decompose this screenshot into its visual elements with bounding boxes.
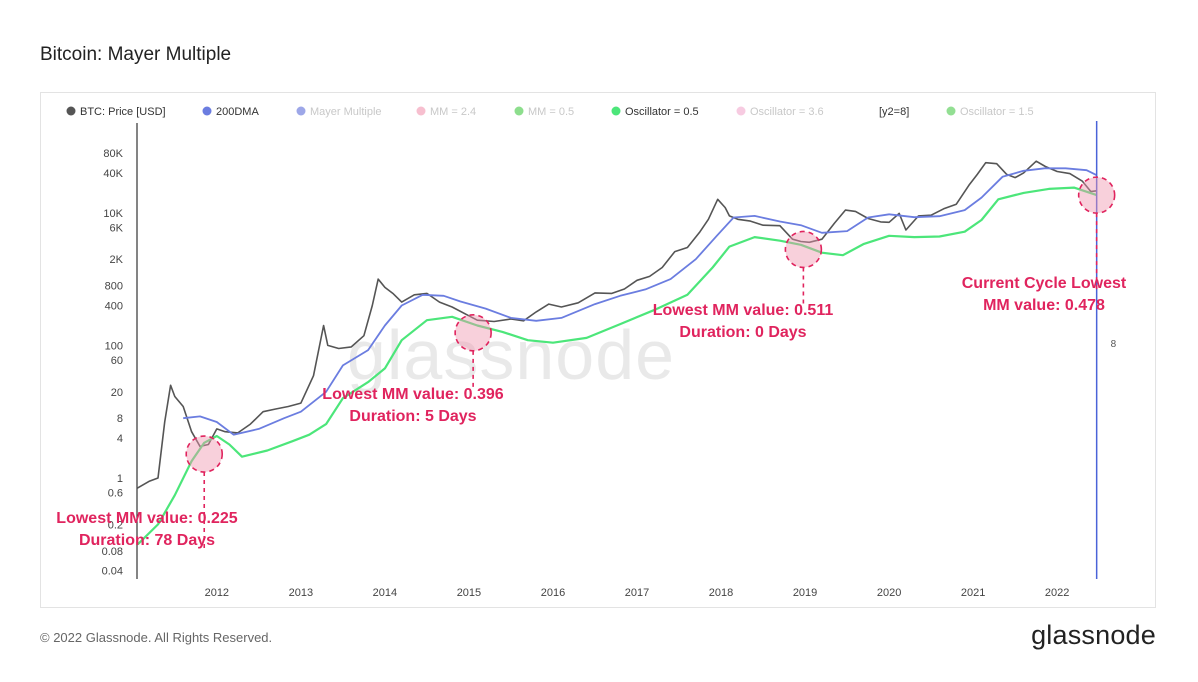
series-200dma — [183, 167, 1098, 436]
annotation-label-line2: Duration: 78 Days — [79, 532, 215, 549]
y-tick-label: 8 — [117, 413, 123, 425]
annotation-marker[interactable]: Lowest MM value: 0.511 Duration: 0 Days — [653, 230, 834, 341]
annotation-marker[interactable]: Current Cycle Lowest MM value: 0.478 — [962, 176, 1127, 314]
y-tick-label: 60 — [111, 355, 123, 367]
legend-label: Oscillator = 0.5 — [625, 106, 699, 118]
legend-label: MM = 0.5 — [528, 106, 574, 118]
chart-panel: BTC: Price [USD] 200DMA Mayer Multiple MM =… — [40, 92, 1156, 608]
y-tick-label: 10K — [103, 208, 123, 220]
legend-item[interactable]: MM = 2.4 — [416, 106, 477, 118]
y-tick-label: 0.04 — [102, 566, 123, 578]
y-tick-label: 0.08 — [102, 546, 123, 558]
y-tick-label: 0.2 — [108, 519, 123, 531]
legend-item[interactable]: Oscillator = 3.6 — [736, 106, 824, 118]
legend-item[interactable]: [y2=8] — [879, 106, 909, 118]
legend-dot-icon — [736, 106, 746, 116]
legend-dot-icon — [296, 106, 306, 116]
y-tick-label: 2K — [110, 254, 124, 266]
legend-label: [y2=8] — [879, 106, 909, 118]
legend-item[interactable]: Oscillator = 1.5 — [946, 106, 1034, 118]
x-tick-label: 2014 — [373, 587, 397, 599]
y2-axis-label: 8 — [1111, 339, 1117, 350]
x-tick-label: 2013 — [289, 587, 313, 599]
legend-label: Oscillator = 1.5 — [960, 106, 1034, 118]
y-axis: 80K 40K 10K 6K 2K 800 400 100 60 20 8 4 1 0.6 0.2 0.08 0… — [102, 123, 138, 579]
annotation-circle — [1077, 176, 1116, 214]
annotation-marker[interactable]: Lowest MM value: 0.396 Duration: 5 Days — [322, 314, 504, 425]
y-tick-label: 40K — [103, 168, 123, 180]
legend-label: Oscillator = 3.6 — [750, 106, 824, 118]
y-tick-label: 100 — [105, 340, 123, 352]
legend-dot-icon — [416, 106, 426, 116]
legend-item[interactable]: Oscillator = 0.5 — [611, 106, 699, 118]
legend-label: MM = 2.4 — [430, 106, 476, 118]
y-tick-label: 1 — [117, 473, 123, 485]
chart-title: Bitcoin: Mayer Multiple — [40, 44, 232, 65]
legend-item[interactable]: 200DMA — [202, 106, 260, 118]
y-tick-label: 80K — [103, 148, 123, 160]
x-tick-label: 2021 — [961, 587, 985, 599]
legend-label: Mayer Multiple — [310, 106, 382, 118]
legend-dot-icon — [611, 106, 621, 116]
annotation-label-line2: Duration: 5 Days — [349, 408, 476, 425]
series-oscillator-0-5 — [137, 186, 1098, 546]
annotation-circle — [784, 230, 823, 269]
x-tick-label: 2018 — [709, 587, 733, 599]
y-tick-label: 4 — [117, 433, 123, 445]
annotation-label-line2: Duration: 0 Days — [679, 324, 806, 341]
x-tick-label: 2016 — [541, 587, 565, 599]
chart-svg[interactable]: BTC: Price [USD] 200DMA Mayer Multiple MM =… — [41, 93, 1155, 607]
legend-item[interactable]: BTC: Price [USD] — [66, 106, 166, 118]
x-axis: 2012 2013 2014 2015 2016 2017 2018 2019 2020 2021… — [205, 587, 1070, 599]
annotation-circle — [454, 314, 492, 352]
annotation-label-line1: Lowest MM value: 0.511 — [653, 302, 834, 319]
legend: BTC: Price [USD] 200DMA Mayer Multiple MM =… — [66, 106, 1034, 118]
x-tick-label: 2022 — [1045, 587, 1069, 599]
x-tick-label: 2020 — [877, 587, 901, 599]
x-tick-label: 2012 — [205, 587, 229, 599]
annotation-marker[interactable]: Lowest MM value: 0.225 Duration: 78 Days — [56, 435, 238, 553]
legend-label: BTC: Price [USD] — [80, 106, 166, 118]
series-btc-price-usd — [136, 160, 1097, 489]
annotation-label-line1: Current Cycle Lowest — [962, 275, 1127, 292]
y-tick-label: 800 — [105, 281, 123, 293]
legend-dot-icon — [202, 106, 212, 116]
series-group: 8 — [136, 121, 1117, 579]
annotation-circle — [185, 435, 224, 473]
watermark: glassnode — [347, 316, 675, 394]
glassnode-logo[interactable]: glassnode — [1031, 620, 1156, 650]
y-tick-label: 20 — [111, 387, 123, 399]
legend-dot-icon — [66, 106, 76, 116]
x-tick-label: 2015 — [457, 587, 481, 599]
annotation-label-line1: Lowest MM value: 0.396 — [322, 386, 503, 403]
x-tick-label: 2017 — [625, 587, 649, 599]
legend-item[interactable]: MM = 0.5 — [514, 106, 575, 118]
x-tick-label: 2019 — [793, 587, 817, 599]
legend-dot-icon — [514, 106, 524, 116]
annotation-label-line2: MM value: 0.478 — [983, 297, 1105, 314]
copyright-text: © 2022 Glassnode. All Rights Reserved. — [40, 630, 273, 645]
legend-label: 200DMA — [216, 106, 259, 118]
y-tick-label: 400 — [105, 301, 123, 313]
y-tick-label: 0.6 — [108, 488, 123, 500]
annotation-label-line1: Lowest MM value: 0.225 — [56, 510, 237, 527]
y-tick-label: 6K — [110, 223, 124, 235]
legend-item[interactable]: Mayer Multiple — [296, 106, 382, 118]
legend-dot-icon — [946, 106, 956, 116]
